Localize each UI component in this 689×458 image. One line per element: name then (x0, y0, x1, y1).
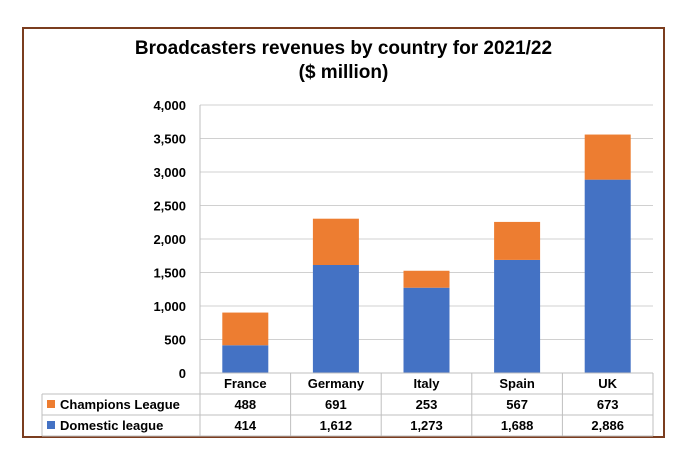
bar-champions-france (222, 312, 269, 346)
legend-label: Champions League (60, 397, 180, 412)
data-table-cell: 1,612 (320, 418, 353, 433)
x-category-label: Spain (499, 376, 534, 391)
y-tick-label: 500 (164, 333, 186, 348)
bar-champions-spain (494, 221, 541, 260)
data-table-cell: 253 (416, 397, 438, 412)
chart-title-line1: Broadcasters revenues by country for 202… (134, 38, 553, 59)
bar-champions-germany (312, 218, 359, 265)
x-category-label: Germany (308, 376, 365, 391)
y-tick-label: 2,500 (153, 199, 186, 214)
y-tick-label: 1,500 (153, 266, 186, 281)
chart-title: Broadcasters revenues by country for 202… (24, 37, 663, 85)
y-tick-label: 0 (179, 366, 186, 381)
bar-domestic-uk (584, 179, 631, 373)
y-tick-label: 3,000 (153, 165, 186, 180)
chart-subtitle: ($ million) (298, 62, 389, 83)
bar-domestic-italy (403, 287, 450, 373)
data-table-cell: 1,688 (501, 418, 534, 433)
y-tick-label: 2,000 (153, 232, 186, 247)
bar-domestic-germany (312, 264, 359, 373)
data-table-cell: 1,273 (410, 418, 443, 433)
legend-key (47, 421, 55, 429)
data-table-cell: 691 (325, 397, 347, 412)
data-table-cell: 673 (597, 397, 619, 412)
bar-domestic-france (222, 345, 269, 373)
data-table-cell: 414 (234, 418, 256, 433)
data-table-cell: 488 (234, 397, 256, 412)
x-category-label: Italy (413, 376, 440, 391)
x-category-label: UK (598, 376, 617, 391)
data-table-cell: 2,886 (591, 418, 624, 433)
legend-key (47, 400, 55, 408)
y-tick-label: 1,000 (153, 299, 186, 314)
x-category-label: France (224, 376, 267, 391)
y-tick-label: 4,000 (153, 98, 186, 113)
legend-label: Domestic league (60, 418, 163, 433)
data-table-cell: 567 (506, 397, 528, 412)
bar-champions-uk (584, 134, 631, 180)
y-tick-label: 3,500 (153, 132, 186, 147)
bar-champions-italy (403, 270, 450, 288)
bar-domestic-spain (494, 259, 541, 373)
